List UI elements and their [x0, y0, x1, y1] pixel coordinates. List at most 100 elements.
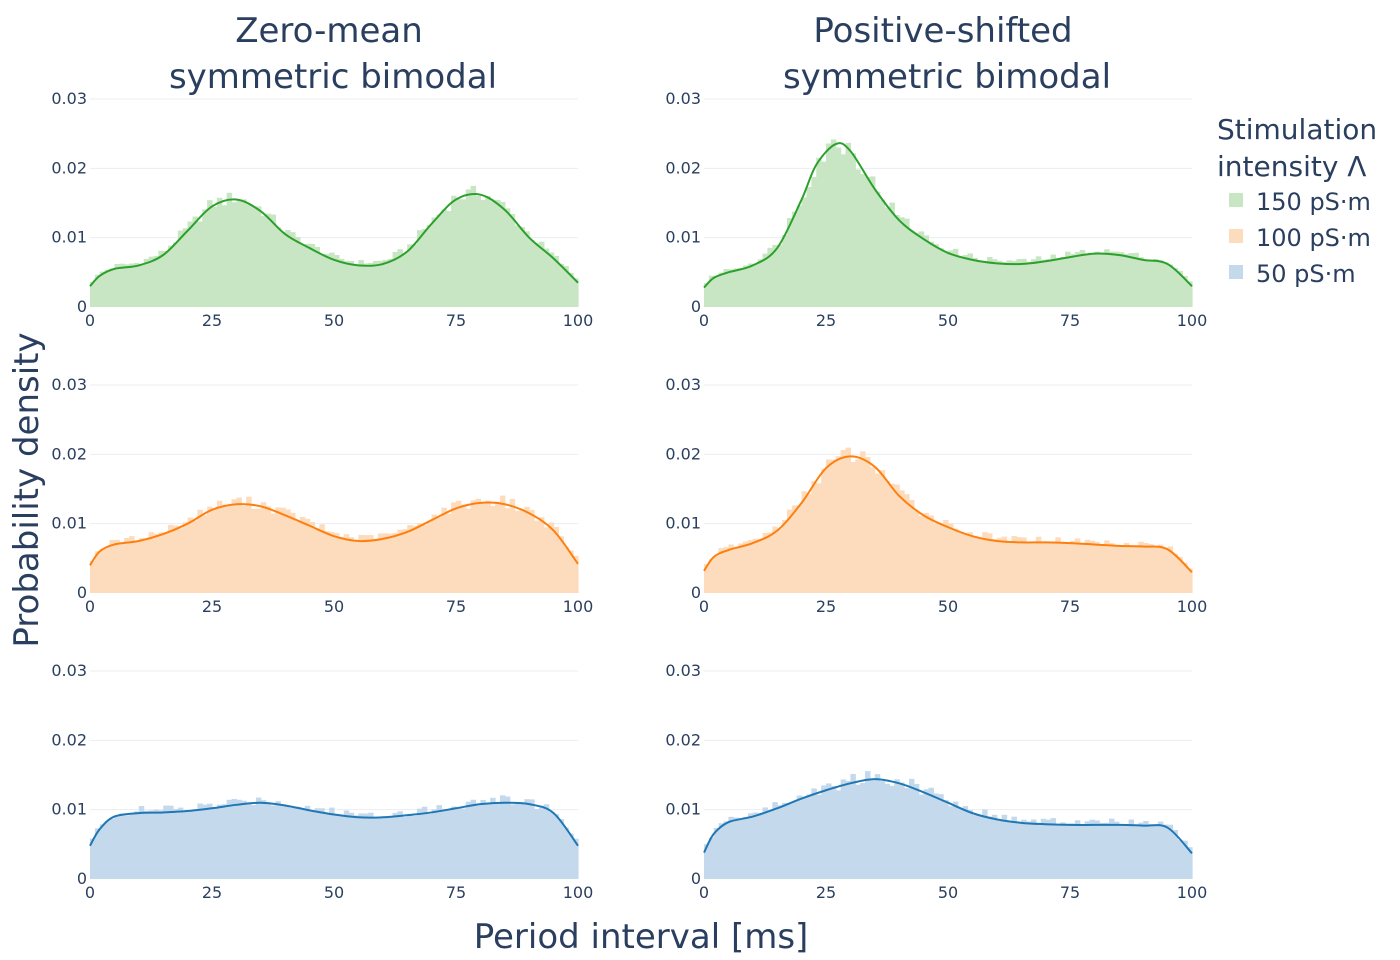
histogram-bar — [548, 252, 555, 307]
histogram-bar — [90, 561, 96, 593]
histogram-bar — [1016, 259, 1022, 307]
histogram-bar — [514, 803, 521, 879]
histogram-bar — [879, 199, 886, 307]
histogram-bar — [99, 271, 106, 307]
histogram-bar — [1182, 562, 1188, 593]
legend-label-100[interactable]: 100 pS·m — [1256, 224, 1371, 252]
histogram-bar — [874, 473, 881, 593]
x-tick-label: 0 — [85, 597, 95, 616]
histogram-bar — [1138, 822, 1144, 879]
histogram-bar — [1084, 539, 1091, 593]
histogram-bar — [962, 806, 969, 879]
legend-swatch-50[interactable] — [1229, 265, 1243, 279]
histogram-bar — [752, 812, 759, 879]
histogram-bar — [1001, 261, 1008, 307]
histogram-bar — [480, 503, 486, 593]
histogram-bar — [94, 551, 101, 593]
histogram-bar — [786, 218, 793, 307]
histogram-bar — [177, 807, 184, 879]
histogram-bar — [918, 231, 925, 307]
histogram-bar — [573, 278, 579, 307]
histogram-bar — [850, 462, 856, 593]
histogram-bar — [514, 510, 521, 593]
x-tick-label: 75 — [446, 311, 466, 330]
histogram-bar — [368, 262, 374, 307]
histogram-bar — [913, 511, 920, 593]
histogram-bar — [738, 819, 744, 879]
histogram-bar — [991, 814, 998, 879]
histogram-bar — [952, 248, 959, 307]
histogram-bar — [996, 820, 1003, 879]
histogram-bar — [860, 782, 866, 879]
histogram-bar — [987, 816, 993, 879]
histogram-bar — [314, 808, 320, 879]
legend-swatch-100[interactable] — [1229, 229, 1243, 243]
histogram-bar — [407, 244, 413, 307]
histogram-bar — [465, 801, 472, 879]
histogram-bar — [519, 227, 525, 307]
histogram-bar — [713, 827, 720, 879]
legend-label-50[interactable]: 50 pS·m — [1256, 260, 1356, 288]
histogram-bar — [451, 502, 457, 593]
histogram-bar — [928, 787, 934, 879]
histogram-bar — [343, 534, 350, 593]
histogram-bar — [251, 805, 257, 879]
histogram-bar — [718, 272, 725, 307]
histogram-bar — [392, 812, 399, 879]
histogram-bar — [99, 824, 106, 879]
histogram-bar — [743, 265, 749, 307]
legend-title-line2: intensity Λ — [1217, 150, 1366, 183]
histogram-bar — [811, 177, 817, 307]
panel-r2-c2: 0 0.01 0.02 0.03 0 25 50 75 100 — [665, 375, 1207, 616]
histogram-bar — [948, 250, 954, 307]
legend-swatch-150[interactable] — [1229, 193, 1243, 207]
y-tick-label: 0.02 — [665, 730, 701, 749]
histogram-bar — [148, 810, 155, 879]
histogram-bar — [216, 197, 223, 307]
histogram-bar — [952, 528, 959, 593]
histogram-bar — [524, 799, 530, 879]
column-title-right-line1: Positive-shifted — [813, 11, 1072, 51]
x-tick-label: 75 — [1060, 597, 1080, 616]
y-tick-label: 0.03 — [51, 661, 87, 680]
histogram-bar — [777, 528, 783, 593]
histogram-bar — [1104, 822, 1110, 879]
histogram-bar — [869, 176, 876, 307]
histogram-bar — [855, 784, 861, 879]
histogram-bar — [143, 810, 150, 879]
x-tick-label: 75 — [1060, 883, 1080, 902]
histogram-bar — [534, 520, 540, 593]
x-axis-title: Period interval [ms] — [474, 917, 809, 957]
histogram-bar — [133, 811, 140, 879]
histogram-bar — [202, 515, 208, 593]
histogram-bar — [996, 537, 1003, 593]
histogram-bar — [1123, 253, 1130, 307]
y-tick-label: 0.01 — [665, 228, 701, 247]
histogram-bar — [216, 804, 223, 879]
histogram-bar — [407, 525, 413, 593]
histogram-bar — [1055, 258, 1061, 307]
histogram-bar — [928, 515, 934, 593]
histogram-bar — [529, 510, 535, 593]
histogram-bar — [1065, 251, 1071, 307]
histogram-bar — [850, 773, 856, 879]
histogram-bar — [192, 216, 198, 307]
histogram-bar — [987, 256, 993, 307]
histogram-bar — [294, 521, 301, 593]
histogram-bar — [894, 214, 900, 307]
legend-label-150[interactable]: 150 pS·m — [1256, 188, 1371, 216]
histogram-bar — [363, 535, 369, 593]
histogram-bar — [718, 823, 725, 879]
histogram-bar — [1138, 257, 1144, 307]
histogram-bar — [967, 532, 973, 593]
histogram-bar — [280, 804, 286, 879]
x-tick-label: 50 — [938, 883, 958, 902]
histogram-bar — [255, 797, 262, 879]
histogram-bar — [353, 540, 359, 593]
histogram-bar — [1152, 258, 1159, 307]
histogram-bar — [733, 817, 739, 879]
histogram-bar — [226, 192, 233, 307]
histogram-bar — [733, 268, 739, 307]
histogram-bar — [377, 817, 384, 879]
y-tick-label: 0.02 — [665, 158, 701, 177]
